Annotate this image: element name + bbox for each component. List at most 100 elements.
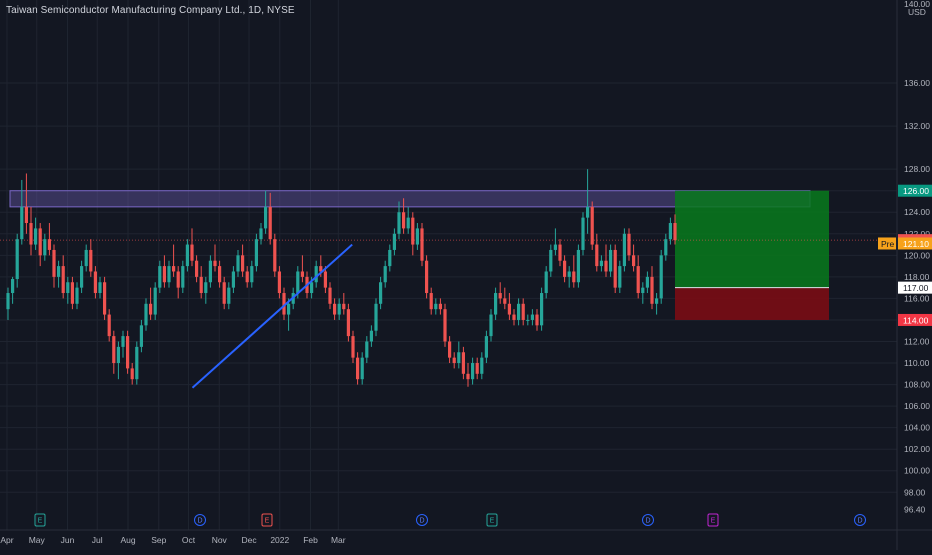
y-tick-label: 112.00: [904, 336, 930, 346]
pre-tag-bg: [878, 237, 896, 250]
candle-body: [20, 206, 24, 240]
candle-body: [659, 255, 663, 299]
candle-body: [553, 244, 557, 250]
candle-body: [558, 244, 562, 261]
candle-body: [392, 233, 396, 250]
candle-body: [627, 233, 631, 256]
dividend-event-icon[interactable]: D: [194, 514, 206, 526]
candle-body: [549, 249, 553, 272]
candle-body: [282, 293, 286, 315]
dividend-marker: [642, 514, 654, 526]
event-letter: D: [645, 518, 650, 525]
price-label-text: 117.00: [903, 283, 929, 293]
candle-body: [116, 346, 120, 364]
x-tick-label: Feb: [303, 535, 318, 545]
candle-body: [369, 330, 373, 342]
candle-body: [241, 255, 245, 272]
candles-group: [6, 169, 677, 387]
candle-body: [609, 249, 613, 272]
event-letter: D: [419, 518, 424, 525]
price-label-text: 121.10: [903, 239, 929, 249]
candle-body: [457, 352, 461, 364]
y-tick-label: 118.00: [904, 272, 930, 282]
y-tick-label: 124.00: [904, 207, 930, 217]
x-tick-label: Oct: [182, 535, 196, 545]
candle-body: [70, 282, 74, 304]
candle-body: [130, 368, 134, 380]
candle-body: [149, 303, 153, 315]
candle-body: [15, 239, 19, 280]
y-tick-label: 128.00: [904, 164, 930, 174]
earnings-event-icon[interactable]: E: [261, 513, 273, 527]
event-letter: E: [265, 518, 270, 525]
candle-body: [572, 271, 576, 283]
candle-body: [93, 271, 97, 294]
y-tick-label: 122.00: [904, 229, 930, 239]
y-tick-label: 104.00: [904, 423, 930, 433]
candle-body: [89, 249, 93, 272]
candle-body: [466, 373, 470, 380]
candle-body: [356, 357, 360, 380]
candle-body: [595, 244, 599, 267]
candle-body: [185, 244, 189, 267]
candle-body: [443, 309, 447, 342]
candle-body: [273, 239, 277, 272]
earnings-event-icon[interactable]: E: [34, 513, 46, 527]
candle-body: [586, 206, 590, 218]
candle-body: [259, 228, 263, 240]
y-tick-label: 102.00: [904, 444, 930, 454]
x-tick-label: 2022: [270, 535, 289, 545]
candle-body: [34, 228, 38, 245]
y-tick-label: 100.00: [904, 466, 930, 476]
candle-body: [438, 303, 442, 310]
candle-body: [420, 228, 424, 261]
candle-body: [47, 239, 51, 250]
y-tick-label: 106.00: [904, 401, 930, 411]
candle-body: [167, 266, 171, 283]
candle-body: [383, 266, 387, 283]
dividend-event-icon[interactable]: D: [642, 514, 654, 526]
candle-body: [498, 293, 502, 299]
dividend-event-icon[interactable]: D: [416, 514, 428, 526]
price-label[interactable]: 126.00: [898, 184, 932, 197]
candle-body: [222, 282, 226, 304]
candle-body: [199, 276, 203, 294]
candle-body: [227, 287, 231, 304]
earnings-event-icon[interactable]: E: [707, 513, 719, 527]
pre-tag-text: Pre: [881, 239, 895, 249]
candle-body: [673, 223, 677, 241]
x-tick-label: Jul: [92, 535, 103, 545]
candle-body: [310, 282, 314, 294]
price-label[interactable]: 121.10 Pre: [878, 237, 932, 250]
candle-body: [530, 314, 534, 320]
candle-body: [535, 314, 539, 326]
candle-body: [365, 341, 369, 358]
candle-body: [195, 260, 199, 277]
price-label[interactable]: 117.00: [898, 281, 932, 294]
x-tick-label: Sep: [151, 535, 166, 545]
candle-body: [512, 314, 516, 320]
candle-body: [452, 357, 456, 364]
candle-body: [448, 341, 452, 358]
event-letter: E: [490, 518, 495, 525]
candle-body: [61, 266, 65, 294]
dividend-marker: [194, 514, 206, 526]
candle-body: [342, 303, 346, 310]
earnings-event-icon[interactable]: E: [486, 513, 498, 527]
price-label[interactable]: 114.00: [898, 313, 932, 326]
candle-body: [314, 266, 318, 283]
candle-body: [480, 357, 484, 374]
x-tick-label: Jun: [61, 535, 75, 545]
candle-body: [80, 266, 84, 288]
candle-body: [29, 223, 33, 245]
dividend-event-icon[interactable]: D: [854, 514, 866, 526]
candle-body: [162, 266, 166, 283]
candle-body: [526, 319, 530, 321]
candle-body: [489, 314, 493, 337]
candle-body: [415, 228, 419, 245]
candle-body: [190, 244, 194, 261]
price-label-text: 114.00: [903, 315, 929, 325]
candle-body: [208, 260, 212, 283]
